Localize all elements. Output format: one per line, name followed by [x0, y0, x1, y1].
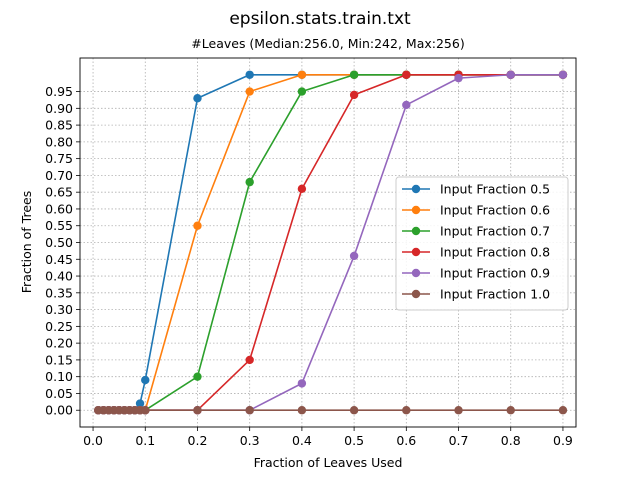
legend-marker: [411, 289, 421, 299]
legend-label: Input Fraction 1.0: [440, 287, 550, 302]
series-input-fraction-1-0: [94, 406, 568, 415]
y-tick-label: 0.95: [45, 84, 73, 99]
legend-marker: [411, 226, 421, 236]
y-tick-label: 0.80: [45, 134, 73, 149]
data-point: [506, 70, 515, 79]
chart-title: epsilon.stats.train.txt: [229, 9, 411, 29]
data-point: [297, 406, 307, 415]
data-point: [193, 221, 202, 230]
data-point: [245, 355, 254, 365]
data-point: [454, 406, 463, 415]
x-tick-label: 0.4: [292, 433, 312, 448]
data-point: [141, 375, 150, 385]
data-point: [402, 100, 411, 110]
x-axis-label: Fraction of Leaves Used: [254, 455, 403, 470]
x-tick-label: 0.7: [449, 433, 469, 448]
x-tick-label: 0.2: [188, 433, 208, 448]
legend: Input Fraction 0.5 Input Fraction 0.6 Inpu…: [395, 176, 569, 311]
data-point: [297, 70, 307, 79]
y-tick-label: 0.15: [45, 352, 73, 367]
y-tick-label: 0.65: [45, 185, 73, 200]
legend-marker: [411, 247, 421, 257]
y-tick-label: 0.55: [45, 218, 73, 233]
data-point: [245, 177, 254, 187]
data-point: [349, 251, 359, 261]
legend-label: Input Fraction 0.6: [440, 203, 550, 218]
y-axis-label: Fraction of Trees: [19, 191, 34, 293]
legend-item: Input Fraction 0.9: [402, 266, 550, 281]
legend-item: Input Fraction 0.8: [402, 245, 550, 260]
y-tick-label: 0.35: [45, 285, 73, 300]
legend-item: Input Fraction 0.6: [402, 203, 550, 218]
y-tick-label: 0.40: [45, 269, 73, 284]
chart-subtitle: #Leaves (Median:256.0, Min:242, Max:256): [191, 36, 464, 51]
data-point: [141, 406, 150, 415]
x-tick-label: 0.1: [135, 433, 155, 448]
y-tick-label: 0.70: [45, 168, 73, 183]
x-axis-ticks: 0.0 0.1 0.2 0.3 0.4 0.5 0.6 0.7 0.8 0.9: [83, 427, 573, 448]
data-point: [349, 70, 359, 79]
legend-marker: [411, 268, 421, 278]
y-tick-label: 0.85: [45, 118, 73, 133]
legend-item: Input Fraction 0.7: [402, 224, 550, 239]
y-tick-label: 0.60: [45, 201, 73, 216]
legend-box: [395, 176, 569, 311]
data-point: [454, 73, 463, 83]
series-layer: [94, 70, 568, 415]
data-point: [558, 406, 568, 415]
y-tick-label: 0.45: [45, 252, 73, 267]
legend-marker: [411, 184, 421, 194]
data-point: [297, 184, 307, 194]
data-point: [402, 406, 411, 415]
data-point: [245, 70, 254, 79]
y-axis-ticks: 0.00 0.05 0.10 0.150.20 0.25 0.30 0.350.40 0.45…: [45, 84, 80, 418]
data-point: [135, 399, 145, 408]
y-tick-label: 0.75: [45, 151, 73, 166]
legend-label: Input Fraction 0.5: [440, 182, 550, 197]
legend-label: Input Fraction 0.9: [440, 266, 550, 281]
y-tick-label: 0.90: [45, 101, 73, 116]
legend-item: Input Fraction 1.0: [402, 287, 550, 302]
y-tick-label: 0.50: [45, 235, 73, 250]
data-point: [193, 94, 202, 103]
legend-item: Input Fraction 0.5: [402, 182, 550, 197]
data-point: [558, 70, 568, 79]
data-point: [506, 406, 515, 415]
x-tick-label: 0.9: [553, 433, 573, 448]
data-point: [297, 379, 307, 388]
legend-label: Input Fraction 0.8: [440, 245, 550, 260]
y-tick-label: 0.00: [45, 403, 73, 418]
data-point: [245, 87, 254, 96]
y-tick-label: 0.30: [45, 302, 73, 317]
y-tick-label: 0.10: [45, 369, 73, 384]
data-point: [193, 372, 202, 381]
data-point: [349, 406, 359, 415]
y-tick-label: 0.20: [45, 336, 73, 351]
legend-label: Input Fraction 0.7: [440, 224, 550, 239]
x-tick-label: 0.8: [501, 433, 521, 448]
x-tick-label: 0.3: [240, 433, 260, 448]
data-point: [245, 406, 254, 415]
x-tick-label: 0.0: [83, 433, 103, 448]
legend-marker: [411, 205, 421, 215]
data-point: [193, 406, 202, 415]
x-tick-label: 0.5: [344, 433, 364, 448]
data-point: [402, 70, 411, 79]
data-point: [297, 87, 307, 96]
y-tick-label: 0.25: [45, 319, 73, 334]
y-tick-label: 0.05: [45, 386, 73, 401]
x-tick-label: 0.6: [396, 433, 416, 448]
data-point: [349, 90, 359, 100]
